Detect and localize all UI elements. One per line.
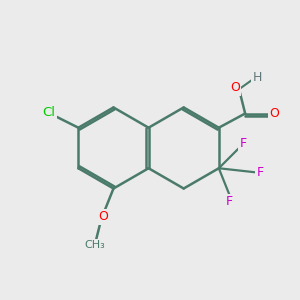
Text: F: F (225, 195, 233, 208)
Text: O: O (269, 107, 279, 120)
Text: CH₃: CH₃ (85, 240, 106, 250)
Text: Cl: Cl (43, 106, 56, 118)
Text: H: H (253, 70, 262, 83)
Text: O: O (230, 82, 240, 94)
Text: F: F (240, 137, 247, 150)
Text: F: F (256, 166, 264, 179)
Text: O: O (98, 210, 108, 224)
